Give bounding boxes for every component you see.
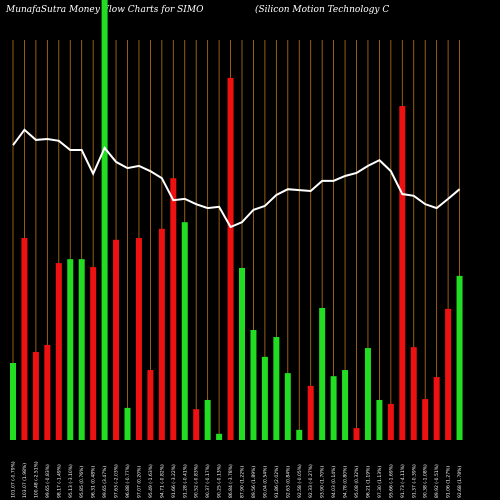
bar [227, 77, 234, 440]
x-tick-label: 101.07 (-0.79%) [11, 461, 17, 498]
bar [284, 373, 291, 440]
bar [170, 178, 177, 440]
x-tick-label: 90.04 (0.54%) [262, 466, 268, 498]
x-tick-label: 95.85 (0.76%) [79, 466, 85, 498]
x-tick-label: 95.08 (0.32%) [354, 466, 360, 498]
x-tick-label: 97.07 (0.20%) [136, 466, 142, 498]
x-tick-label: 92.63 (0.84%) [285, 466, 291, 498]
x-tick-label: 91.86 (2.02%) [274, 466, 280, 498]
x-tick-label: 99.65 (3.47%) [102, 466, 108, 498]
bar [433, 377, 440, 440]
bar [319, 308, 326, 440]
bar [158, 228, 165, 440]
bar [250, 330, 257, 440]
bar [330, 376, 337, 440]
x-tick-label: 91.66 (-3.22%) [171, 464, 177, 498]
bar [353, 428, 360, 440]
bar [78, 259, 85, 440]
x-tick-label: 99.65 (-0.83%) [45, 464, 51, 498]
x-tick-label: 87.90 (1.22%) [240, 466, 246, 498]
x-tick-label: 98.17 (-1.49%) [56, 464, 62, 498]
x-tick-label: 95.13 (-3.10%) [68, 464, 74, 498]
bar [55, 263, 62, 440]
x-tick-label: 90.37 (-0.17%) [205, 464, 211, 498]
bar [101, 0, 108, 440]
bar [273, 337, 280, 440]
bar [296, 429, 303, 440]
x-tick-label: 91.06 (1.27%) [446, 466, 452, 498]
bar [261, 356, 268, 440]
x-tick-label: 94.03 (0.14%) [331, 466, 337, 498]
bar [90, 267, 97, 440]
x-tick-label: 89.56 (1.89%) [251, 466, 257, 498]
bar [456, 275, 463, 440]
x-tick-label: 103.07 (1.98%) [22, 463, 28, 498]
bar [32, 352, 39, 440]
x-tick-label: 96.31 (0.48%) [91, 466, 97, 498]
x-tick-label: 95.49 (-1.63%) [148, 464, 154, 498]
x-tick-label: 92.33 (-0.27%) [308, 464, 314, 498]
bar [410, 347, 417, 440]
x-tick-label: 94.71 (-0.82%) [159, 464, 165, 498]
bar [342, 370, 349, 440]
bar [135, 238, 142, 440]
bar [44, 344, 51, 440]
bar [10, 363, 16, 440]
bar [445, 308, 452, 440]
bar [307, 385, 314, 440]
x-tick-label: 96.88 (-0.77%) [125, 464, 131, 498]
bar [67, 259, 74, 440]
x-tick-label: 90.25 (-0.13%) [217, 464, 223, 498]
bar [193, 409, 200, 440]
x-tick-label: 92.58 (-0.05%) [297, 464, 303, 498]
x-tick-label: 97.63 (-2.03%) [114, 464, 120, 498]
x-tick-label: 86.84 (-3.78%) [228, 464, 234, 498]
bar [387, 403, 394, 440]
bar [147, 370, 154, 440]
x-tick-label: 95.66 (-1.69%) [388, 464, 394, 498]
bar [422, 399, 429, 440]
money-flow-line [12, 128, 461, 229]
bar [181, 222, 188, 440]
bar [124, 407, 131, 440]
x-tick-label: 91.37 (-0.39%) [411, 464, 417, 498]
x-tick-label: 93.90 (1.70%) [320, 466, 326, 498]
x-tick-label: 90.38 (-1.08%) [423, 464, 429, 498]
x-tick-label: 89.92 (-0.51%) [434, 464, 440, 498]
x-tick-label: 90.52 (-0.83%) [194, 464, 200, 498]
chart-subtitle: (Silicon Motion Technology C [255, 4, 389, 15]
bar [113, 239, 120, 440]
bar [376, 399, 383, 440]
x-tick-label: 91.73 (-4.11%) [400, 464, 406, 498]
bar [364, 348, 371, 440]
x-tick-label: 97.30 (1.13%) [377, 466, 383, 498]
x-tick-label: 94.78 (0.80%) [343, 466, 349, 498]
bar [204, 399, 211, 440]
bar [239, 267, 245, 440]
x-tick-label: 100.48 (-2.51%) [33, 461, 39, 498]
x-tick-label: 96.21 (1.19%) [365, 466, 371, 498]
x-tick-label: 92.68 (1.78%) [457, 466, 463, 498]
bar [399, 106, 406, 440]
x-tick-label: 91.28 (-0.41%) [182, 464, 188, 498]
bar [216, 433, 223, 440]
bar [21, 238, 28, 440]
